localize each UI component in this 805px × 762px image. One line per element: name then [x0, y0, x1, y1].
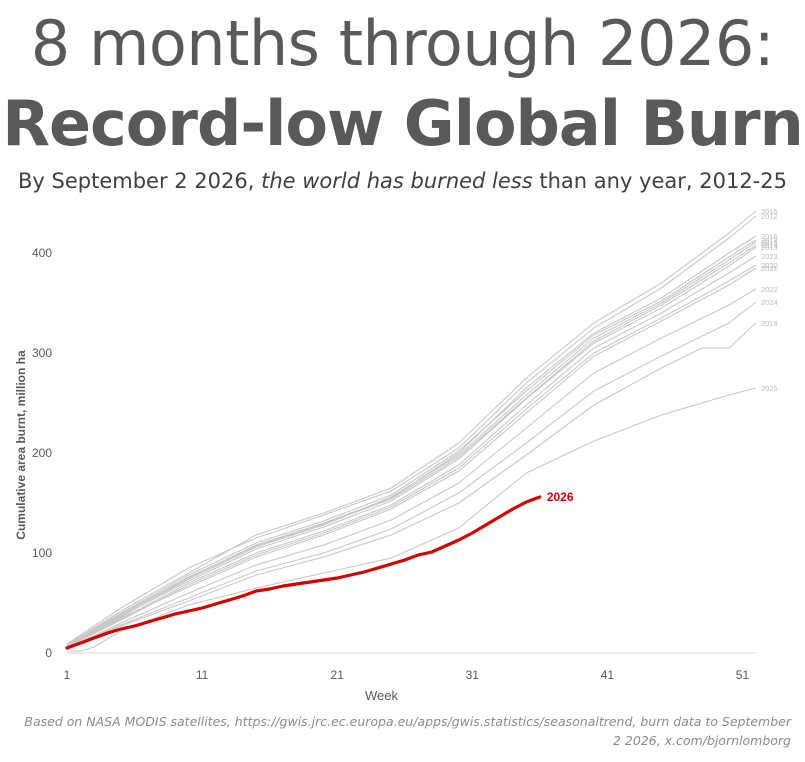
y-tick-label: 300 [32, 346, 52, 360]
series-line-2016 [66, 235, 757, 647]
y-tick-label: 400 [32, 246, 52, 260]
subtitle-start: By September 2 2026, [18, 169, 262, 193]
series-label-2021: 2021 [761, 264, 778, 273]
series-label-2016: 2016 [761, 232, 778, 241]
x-tick-label: 11 [196, 668, 209, 682]
series-label-2026: 2026 [547, 490, 574, 504]
series-line-2022 [66, 288, 757, 649]
title-line-2: Record-low Global Burn [2, 87, 803, 160]
series-line-2017 [66, 239, 757, 646]
x-axis-title: Week [365, 688, 398, 703]
series-line-2025 [67, 387, 757, 652]
series-label-2013: 2013 [761, 243, 778, 252]
x-tick-label: 31 [466, 668, 480, 682]
title-line-1: 8 months through 2026: [30, 7, 775, 80]
series-line-2026 [65, 495, 542, 650]
series-line-2012 [66, 215, 757, 645]
series-line-2019 [66, 241, 757, 648]
y-tick-label: 0 [45, 646, 52, 660]
series-line-2014 [66, 244, 757, 646]
source-footnote: Based on NASA MODIS satellites, https://… [24, 714, 791, 748]
x-tick-label: 41 [601, 668, 615, 682]
series-line-2020 [66, 264, 757, 648]
series-label-2012: 2012 [761, 212, 778, 221]
series-label-2018: 2018 [761, 319, 778, 328]
series-label-2024: 2024 [761, 298, 778, 307]
series-label-2014: 2014 [761, 241, 778, 250]
x-tick-label: 1 [64, 668, 71, 682]
y-axis-title: Cumulative area burnt, million ha [14, 350, 28, 540]
series-label-2019: 2019 [761, 238, 778, 247]
subtitle-emphasis: the world has burned less [261, 169, 533, 193]
series-line-2015 [66, 210, 757, 646]
series-line-2023 [66, 255, 757, 648]
subtitle-end: than any year, 2012-25 [532, 169, 787, 193]
series-label-2015: 2015 [761, 207, 778, 216]
series-label-2022: 2022 [761, 285, 778, 294]
series-line-2021 [66, 267, 757, 647]
x-tick-label: 21 [331, 668, 345, 682]
series-label-2017: 2017 [761, 236, 778, 245]
series-label-2020: 2020 [761, 261, 778, 270]
series-label-2023: 2023 [761, 252, 778, 261]
y-tick-label: 200 [32, 446, 52, 460]
series-line-2024 [66, 301, 757, 649]
series-line-2013 [66, 246, 757, 647]
y-tick-label: 100 [32, 546, 52, 560]
x-tick-label: 51 [736, 668, 750, 682]
series-label-2025: 2025 [761, 384, 778, 393]
subtitle: By September 2 2026, the world has burne… [0, 167, 805, 195]
series-line-2018 [66, 322, 757, 649]
